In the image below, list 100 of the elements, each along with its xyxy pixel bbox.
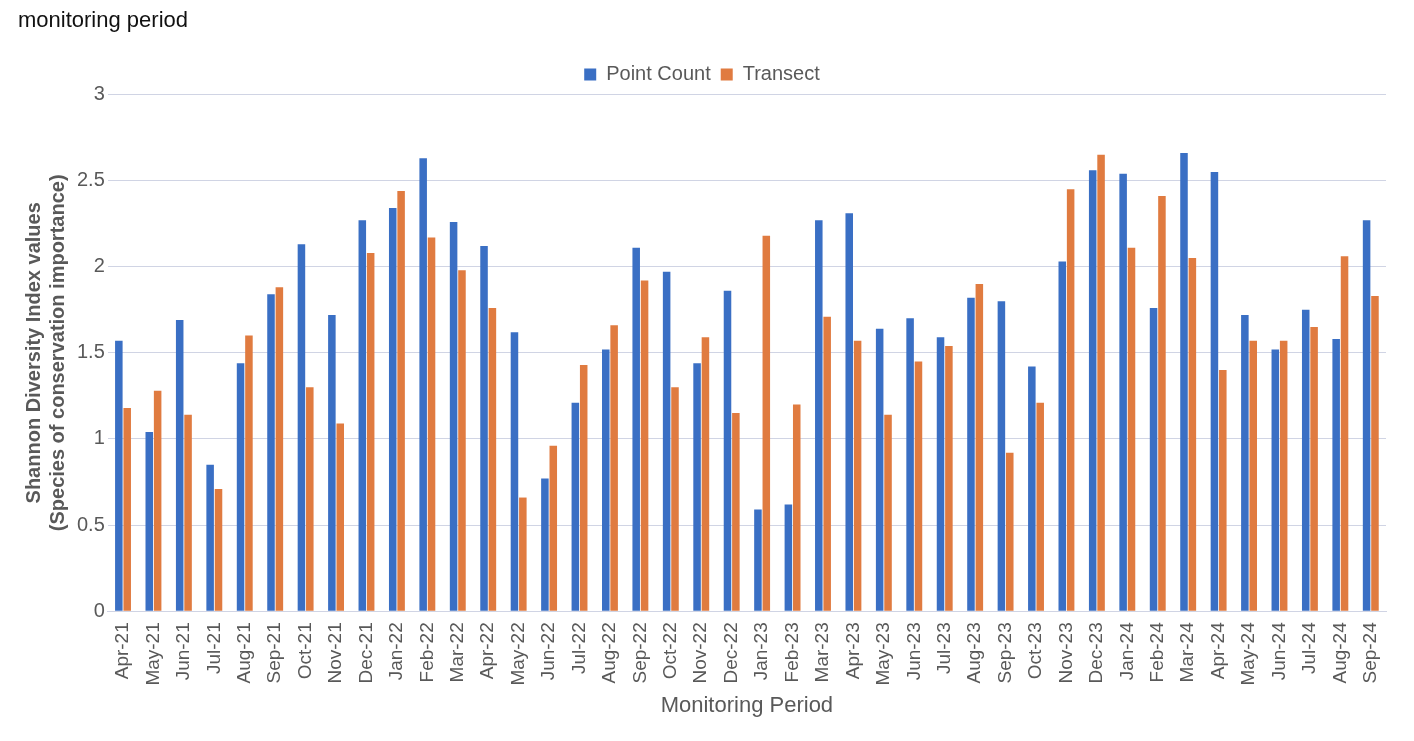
x-tick-label: Nov-23 — [1054, 622, 1076, 684]
x-tick-label: Aug-22 — [598, 622, 620, 684]
chart-title: monitoring period — [18, 7, 188, 33]
x-tick-label: Oct-21 — [293, 622, 315, 680]
x-tick-label: Sep-22 — [628, 622, 650, 684]
x-tick-label: May-24 — [1237, 621, 1259, 686]
x-tick-label: Jun-24 — [1267, 621, 1289, 681]
bar — [610, 325, 618, 611]
bar — [419, 158, 427, 611]
bar — [1006, 452, 1014, 611]
legend-label: Transect — [742, 61, 821, 84]
bar — [488, 308, 497, 611]
bar — [366, 252, 375, 611]
bar — [1036, 402, 1044, 611]
y-tick-label: 2.5 — [76, 168, 105, 191]
x-tick-label: Oct-23 — [1024, 622, 1046, 680]
x-axis-title: Monitoring Period — [660, 691, 834, 717]
bar — [458, 270, 466, 611]
x-tick-label: May-23 — [872, 622, 894, 686]
bar — [397, 190, 405, 611]
x-tick-label: Sep-21 — [263, 622, 285, 684]
bar — [967, 297, 975, 611]
bar — [754, 509, 762, 611]
x-tick-label: Apr-24 — [1206, 621, 1228, 680]
bar — [214, 488, 223, 611]
bar — [884, 414, 892, 611]
x-tick-label: Jul-23 — [932, 622, 954, 674]
bar — [701, 337, 710, 611]
bar — [297, 244, 306, 611]
bar — [184, 414, 192, 611]
x-tick-label: Feb-22 — [415, 622, 437, 683]
bar — [358, 220, 367, 611]
bar — [571, 402, 580, 611]
bar — [945, 345, 953, 611]
bar — [1028, 366, 1036, 611]
bar — [792, 404, 801, 611]
x-tick-label: Sep-23 — [993, 622, 1015, 684]
x-tick-label: Mar-23 — [811, 622, 833, 683]
bar — [388, 208, 397, 611]
bar — [723, 290, 732, 611]
bar — [784, 504, 793, 611]
x-tick-label: Jun-21 — [172, 622, 194, 681]
bar — [1188, 258, 1197, 611]
x-tick-label: Mar-22 — [446, 622, 468, 683]
bar — [145, 432, 154, 611]
bar — [175, 320, 184, 611]
bar — [123, 407, 131, 611]
x-tick-label: Jul-24 — [1298, 621, 1320, 674]
x-tick-label: Jul-21 — [202, 622, 224, 674]
bar — [236, 363, 245, 611]
bar — [1097, 154, 1105, 611]
y-tick-label: 2 — [93, 254, 105, 277]
x-tick-label: May-21 — [141, 622, 163, 686]
bar — [1362, 220, 1371, 611]
x-tick-label: Apr-22 — [476, 622, 498, 680]
x-tick-label: Aug-21 — [232, 622, 254, 684]
x-tick-label: Dec-23 — [1085, 622, 1107, 684]
bar — [1332, 339, 1340, 611]
bar — [306, 387, 314, 611]
bar — [1158, 196, 1166, 611]
bar — [1127, 247, 1136, 611]
x-tick-label: Jan-24 — [1115, 621, 1137, 681]
x-tick-label: Feb-23 — [780, 622, 802, 683]
bar — [1340, 256, 1349, 611]
bar — [153, 390, 162, 611]
bar — [815, 220, 823, 611]
bar — [541, 478, 549, 611]
x-tick-label: Feb-24 — [1145, 621, 1167, 683]
bar — [206, 464, 214, 611]
bar — [549, 445, 558, 611]
bar — [1371, 295, 1379, 611]
y-tick-label: 3 — [93, 81, 105, 104]
x-tick-label: Dec-22 — [719, 622, 741, 684]
bar — [1088, 170, 1097, 611]
bar — [936, 337, 945, 611]
bar — [640, 280, 649, 611]
bar — [1219, 370, 1227, 611]
bar — [480, 246, 488, 611]
bar — [906, 318, 914, 611]
bar — [1149, 308, 1158, 611]
y-tick-label: 0.5 — [76, 512, 105, 535]
bar — [1310, 326, 1318, 611]
bar — [519, 497, 527, 611]
bar — [115, 340, 123, 611]
bar — [671, 387, 679, 611]
bar — [875, 328, 884, 611]
bar — [853, 340, 862, 611]
bar — [762, 235, 771, 611]
bar — [275, 287, 284, 611]
x-tick-label: Aug-24 — [1328, 621, 1350, 684]
bar — [1271, 349, 1280, 611]
x-tick-label: Oct-22 — [659, 622, 681, 680]
y-tick-label: 0 — [93, 598, 105, 621]
bar — [693, 363, 701, 611]
legend-label: Point Count — [606, 61, 712, 84]
x-tick-label: Jan-22 — [385, 622, 407, 681]
bar — [602, 349, 610, 611]
x-tick-label: Jul-22 — [567, 622, 589, 674]
bar — [914, 361, 923, 611]
bar — [845, 213, 853, 611]
